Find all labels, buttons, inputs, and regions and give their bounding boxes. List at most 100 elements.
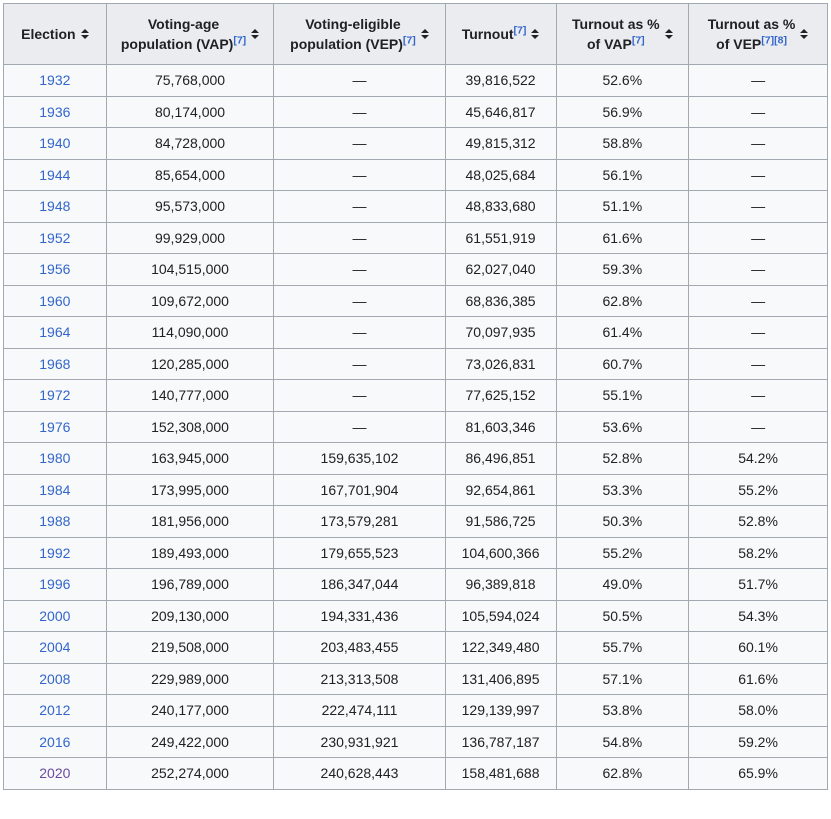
cell-pct-vap: 52.8%	[555, 442, 690, 475]
cell-pct-vep: —	[688, 190, 828, 223]
footnote-ref[interactable]: [7]	[761, 34, 775, 47]
table-row: 1956 104,515,000—62,027,040 59.3% —	[3, 253, 828, 286]
year-link[interactable]: 1932	[39, 72, 71, 89]
cell-turnout: 129,139,997	[444, 694, 557, 727]
cell-turnout: 158,481,688	[444, 757, 557, 790]
cell-vep: 173,579,281	[273, 505, 446, 538]
column-header-pct-vap[interactable]: Turnout as % of VAP[7]	[555, 3, 690, 65]
cell-vap: 140,777,000	[105, 379, 275, 412]
cell-vep: —	[273, 158, 446, 191]
cell-pct-vep: 65.9%	[688, 757, 828, 790]
cell-turnout: 62,027,040	[444, 253, 557, 286]
header-text: Turnout as %	[707, 15, 796, 32]
cell-election: 2000	[3, 599, 107, 632]
cell-pct-vap: 56.1%	[555, 158, 690, 191]
header-row: Election Voting-age population (VAP)[7] Vot…	[3, 3, 828, 65]
table-row: 1964 114,090,000—70,097,935 61.4% —	[3, 316, 828, 349]
column-header-turnout[interactable]: Turnout[7]	[444, 3, 557, 65]
year-link[interactable]: 2012	[39, 702, 71, 719]
column-header-vap[interactable]: Voting-age population (VAP)[7]	[105, 3, 275, 65]
cell-vep: —	[273, 316, 446, 349]
cell-turnout: 104,600,366	[444, 536, 557, 569]
table-row: 2008 229,989,000 213,313,508 131,406,895 57.…	[3, 662, 828, 695]
footnote-ref[interactable]: [7]	[513, 24, 527, 37]
year-link[interactable]: 2016	[39, 733, 71, 750]
cell-turnout: 86,496,851	[444, 442, 557, 475]
year-link[interactable]: 2008	[39, 670, 71, 687]
footnote-ref[interactable]: [8]	[774, 34, 787, 47]
cell-turnout: 73,026,831	[444, 347, 557, 380]
cell-turnout: 105,594,024	[444, 599, 557, 632]
cell-pct-vep: 59.2%	[688, 725, 828, 758]
cell-vep: —	[273, 127, 446, 160]
table-row: 1988 181,956,000 173,579,281 91,586,725 50.3…	[3, 505, 828, 538]
cell-pct-vap: 52.6%	[555, 64, 690, 97]
cell-turnout: 48,025,684	[444, 158, 557, 191]
cell-vep: —	[273, 347, 446, 380]
year-link[interactable]: 1940	[39, 135, 71, 152]
cell-election: 2020	[3, 757, 107, 790]
cell-vap: 95,573,000	[105, 190, 275, 223]
cell-turnout: 48,833,680	[444, 190, 557, 223]
column-header-pct-vep[interactable]: Turnout as % of VEP[7][8]	[688, 3, 828, 65]
cell-election: 1952	[3, 221, 107, 254]
cell-turnout: 68,836,385	[444, 284, 557, 317]
cell-pct-vep: 54.3%	[688, 599, 828, 632]
year-link[interactable]: 1996	[39, 576, 71, 593]
year-link[interactable]: 1980	[39, 450, 71, 467]
column-label-election: Election	[21, 24, 75, 44]
table-row: 1984 173,995,000 167,701,904 92,654,861 53.3…	[3, 473, 828, 506]
cell-turnout: 70,097,935	[444, 316, 557, 349]
year-link[interactable]: 1956	[39, 261, 71, 278]
cell-pct-vap: 60.7%	[555, 347, 690, 380]
cell-election: 1956	[3, 253, 107, 286]
header-text: Voting-eligible	[305, 15, 401, 32]
column-header-election[interactable]: Election	[3, 3, 107, 65]
cell-turnout: 122,349,480	[444, 631, 557, 664]
year-link[interactable]: 1972	[39, 387, 71, 404]
turnout-table: Election Voting-age population (VAP)[7] Vot…	[3, 3, 828, 790]
header-text: Election	[21, 25, 76, 42]
cell-vep: —	[273, 64, 446, 97]
cell-pct-vep: —	[688, 379, 828, 412]
cell-election: 1976	[3, 410, 107, 443]
year-link[interactable]: 1944	[39, 166, 71, 183]
year-link[interactable]: 1992	[39, 544, 71, 561]
year-link[interactable]: 1968	[39, 355, 71, 372]
year-link[interactable]: 1952	[39, 229, 71, 246]
year-link[interactable]: 1936	[39, 103, 71, 120]
cell-vep: —	[273, 95, 446, 128]
cell-pct-vap: 55.7%	[555, 631, 690, 664]
year-link[interactable]: 1948	[39, 198, 71, 215]
cell-vap: 75,768,000	[105, 64, 275, 97]
cell-election: 1988	[3, 505, 107, 538]
cell-vap: 181,956,000	[105, 505, 275, 538]
table-row: 2020 252,274,000 240,628,443 158,481,688 62.…	[3, 757, 828, 790]
year-link[interactable]: 1988	[39, 513, 71, 530]
cell-turnout: 49,815,312	[444, 127, 557, 160]
cell-turnout: 45,646,817	[444, 95, 557, 128]
cell-election: 1964	[3, 316, 107, 349]
year-link[interactable]: 1964	[39, 324, 71, 341]
year-link[interactable]: 1984	[39, 481, 71, 498]
cell-vap: 152,308,000	[105, 410, 275, 443]
header-text: population (VAP)	[120, 36, 234, 52]
footnote-ref[interactable]: [7]	[631, 34, 645, 47]
column-header-vep[interactable]: Voting-eligible population (VEP)[7]	[273, 3, 446, 65]
year-link[interactable]: 2020	[39, 765, 71, 782]
cell-vap: 104,515,000	[105, 253, 275, 286]
cell-election: 1968	[3, 347, 107, 380]
year-link[interactable]: 2004	[39, 639, 71, 656]
table-row: 1932 75,768,000—39,816,522 52.6% —	[3, 64, 828, 97]
cell-vep: 240,628,443	[273, 757, 446, 790]
cell-pct-vep: —	[688, 410, 828, 443]
footnote-ref[interactable]: [7]	[233, 34, 247, 47]
cell-vep: —	[273, 190, 446, 223]
cell-pct-vep: —	[688, 64, 828, 97]
footnote-ref[interactable]: [7]	[402, 34, 416, 47]
table-row: 1960 109,672,000—68,836,385 62.8% —	[3, 284, 828, 317]
year-link[interactable]: 1960	[39, 292, 71, 309]
year-link[interactable]: 2000	[39, 607, 71, 624]
year-link[interactable]: 1976	[39, 418, 71, 435]
cell-election: 1960	[3, 284, 107, 317]
